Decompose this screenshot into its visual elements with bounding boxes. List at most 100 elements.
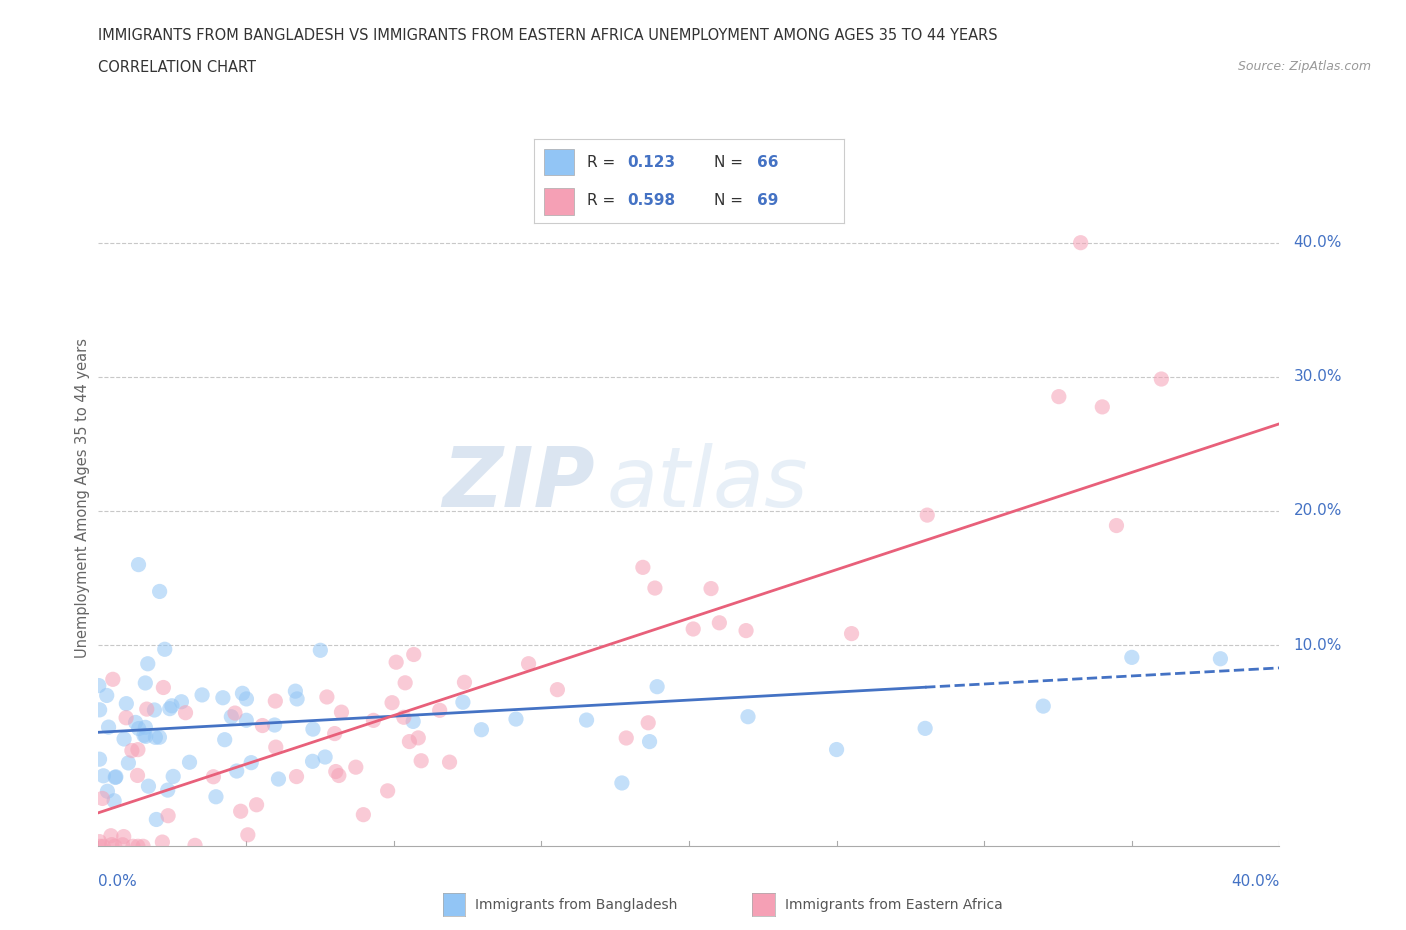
Point — [224, 706, 246, 721]
Point — [645, 679, 668, 694]
Point — [302, 722, 325, 737]
Text: 0.123: 0.123 — [627, 154, 675, 169]
Text: 40.0%: 40.0% — [1232, 874, 1279, 889]
Point — [402, 647, 425, 662]
Point — [236, 828, 259, 843]
Point — [737, 710, 759, 724]
Text: N =: N = — [714, 154, 742, 169]
Point — [93, 768, 115, 783]
Point — [89, 751, 111, 766]
Point — [363, 713, 385, 728]
Point — [709, 616, 731, 631]
Point — [132, 839, 155, 854]
Point — [1032, 698, 1054, 713]
Point — [96, 784, 118, 799]
Point — [134, 720, 156, 735]
Point — [644, 580, 666, 595]
Point — [205, 790, 228, 804]
Point — [100, 837, 122, 852]
Text: atlas: atlas — [606, 443, 808, 525]
Point — [157, 808, 180, 823]
Point — [330, 705, 353, 720]
Point — [136, 657, 159, 671]
Point — [264, 739, 287, 754]
Text: 69: 69 — [756, 193, 779, 208]
Point — [1150, 372, 1173, 387]
Point — [309, 643, 332, 658]
Point — [115, 711, 138, 725]
Point — [637, 715, 659, 730]
Point — [91, 839, 114, 854]
Point — [122, 839, 145, 854]
Point — [323, 726, 346, 741]
Point — [128, 721, 150, 736]
Text: Immigrants from Bangladesh: Immigrants from Bangladesh — [475, 897, 678, 912]
Point — [111, 837, 134, 852]
Point — [328, 768, 350, 783]
Point — [174, 705, 197, 720]
Point — [915, 508, 938, 523]
Point — [96, 688, 118, 703]
Point — [394, 675, 416, 690]
Point — [104, 770, 127, 785]
Point — [1070, 235, 1092, 250]
Point — [631, 560, 654, 575]
Text: N =: N = — [714, 193, 742, 208]
Point — [285, 692, 308, 707]
Point — [145, 730, 167, 745]
Point — [89, 839, 111, 854]
Point — [315, 689, 337, 704]
Point — [470, 723, 492, 737]
Point — [156, 783, 179, 798]
Point — [284, 684, 307, 698]
Point — [132, 728, 155, 743]
Point — [121, 743, 143, 758]
Point — [135, 729, 157, 744]
Point — [245, 797, 267, 812]
Point — [231, 686, 253, 701]
Point — [160, 698, 183, 713]
Point — [914, 721, 936, 736]
Point — [301, 754, 323, 769]
Point — [212, 690, 235, 705]
Point — [352, 807, 374, 822]
Point — [170, 695, 193, 710]
Text: 0.598: 0.598 — [627, 193, 675, 208]
Point — [127, 768, 149, 783]
Text: 30.0%: 30.0% — [1294, 369, 1343, 384]
Point — [264, 694, 287, 709]
Point — [392, 710, 415, 724]
Point — [153, 642, 176, 657]
Point — [148, 730, 170, 745]
Point — [1121, 650, 1143, 665]
Point — [610, 776, 633, 790]
Text: R =: R = — [586, 154, 614, 169]
Point — [145, 812, 167, 827]
Point — [429, 703, 451, 718]
Point — [214, 732, 236, 747]
Point — [517, 657, 540, 671]
Point — [150, 834, 173, 849]
Text: Immigrants from Eastern Africa: Immigrants from Eastern Africa — [785, 897, 1002, 912]
Point — [235, 692, 257, 707]
Point — [546, 683, 568, 698]
Text: Source: ZipAtlas.com: Source: ZipAtlas.com — [1237, 60, 1371, 73]
Text: ZIP: ZIP — [441, 443, 595, 525]
Point — [191, 687, 214, 702]
Point — [159, 701, 181, 716]
Point — [398, 734, 420, 749]
Point — [135, 701, 157, 716]
Point — [614, 731, 637, 746]
Point — [229, 804, 252, 818]
Text: CORRELATION CHART: CORRELATION CHART — [98, 60, 256, 75]
Y-axis label: Unemployment Among Ages 35 to 44 years: Unemployment Among Ages 35 to 44 years — [75, 338, 90, 658]
Point — [117, 755, 139, 770]
Point — [1091, 400, 1114, 415]
Text: IMMIGRANTS FROM BANGLADESH VS IMMIGRANTS FROM EASTERN AFRICA UNEMPLOYMENT AMONG : IMMIGRANTS FROM BANGLADESH VS IMMIGRANTS… — [98, 28, 998, 43]
Point — [100, 829, 122, 844]
Text: 40.0%: 40.0% — [1294, 235, 1341, 250]
Point — [682, 621, 704, 636]
Point — [97, 720, 120, 735]
Point — [143, 702, 166, 717]
Bar — [544, 188, 575, 215]
